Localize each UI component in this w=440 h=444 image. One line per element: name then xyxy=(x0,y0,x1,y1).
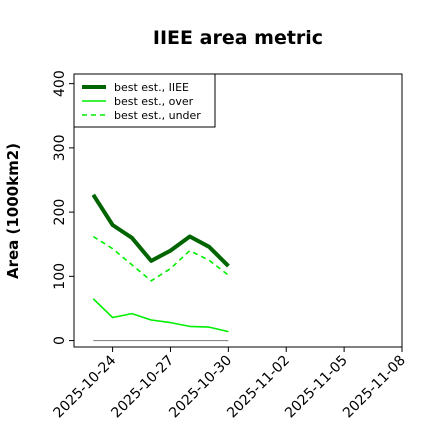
y-tick-label: 300 xyxy=(52,135,68,162)
y-tick-label: 100 xyxy=(52,263,68,290)
x-axis: 2025-10-242025-10-272025-10-302025-11-02… xyxy=(51,347,409,421)
series-layer xyxy=(91,193,230,342)
plot-area-frame xyxy=(73,73,403,348)
x-tick-label: 2025-11-08 xyxy=(340,353,409,422)
y-tick-label: 200 xyxy=(52,199,68,226)
series-line-2 xyxy=(92,235,229,282)
legend-label-0: best est., IIEE xyxy=(114,81,189,94)
series-line-0 xyxy=(91,193,230,268)
legend-label-2: best est., under xyxy=(114,109,201,122)
legend-label-1: best est., over xyxy=(114,95,194,108)
chart-title: IIEE area metric xyxy=(153,27,323,49)
series-line-1 xyxy=(92,298,229,333)
y-axis-label: Area (1000km2) xyxy=(4,143,22,279)
y-axis: 0 100 200 300 400 xyxy=(52,70,74,345)
y-tick-label: 0 xyxy=(52,336,68,345)
y-tick-label: 400 xyxy=(52,70,68,97)
